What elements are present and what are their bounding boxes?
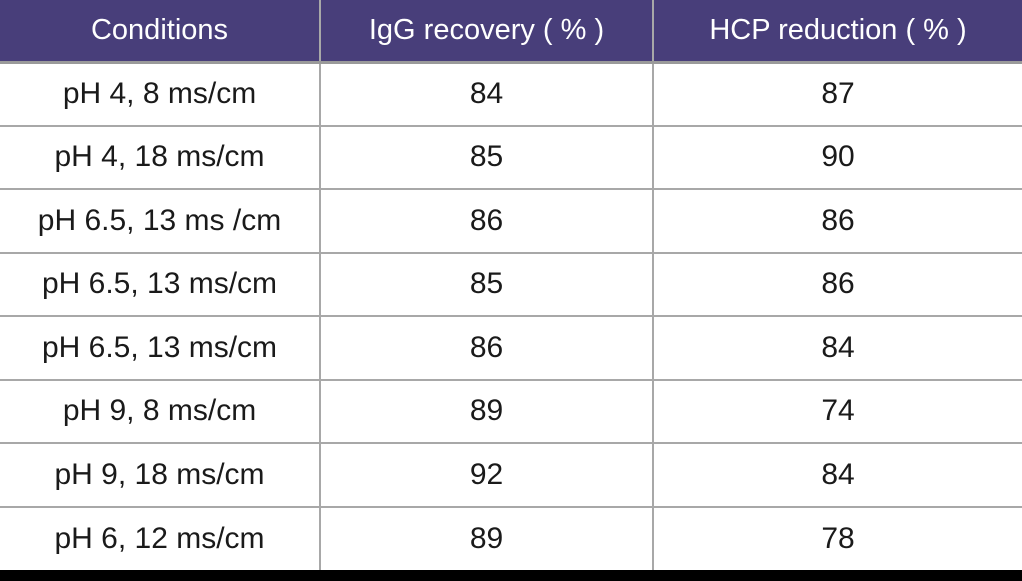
table-row: pH 6.5, 13 ms/cm 85 86 xyxy=(0,251,1022,316)
hcp-reduction-cell: 86 xyxy=(652,251,1022,316)
condition-cell: pH 9, 18 ms/cm xyxy=(0,442,320,507)
condition-cell: pH 4, 18 ms/cm xyxy=(0,124,320,189)
bottom-bar xyxy=(0,570,1022,581)
condition-cell: pH 6.5, 13 ms/cm xyxy=(0,251,320,316)
table-row: pH 9, 8 ms/cm 89 74 xyxy=(0,378,1022,443)
igg-recovery-cell: 89 xyxy=(319,378,653,443)
condition-cell: pH 6, 12 ms/cm xyxy=(0,505,320,570)
hcp-reduction-cell: 74 xyxy=(652,378,1022,443)
igg-recovery-cell: 89 xyxy=(319,505,653,570)
hcp-reduction-cell: 84 xyxy=(652,315,1022,380)
igg-recovery-cell: 86 xyxy=(319,188,653,253)
hcp-reduction-cell: 90 xyxy=(652,124,1022,189)
igg-recovery-cell: 85 xyxy=(319,251,653,316)
table-row: pH 9, 18 ms/cm 92 84 xyxy=(0,442,1022,507)
header-row: Conditions IgG recovery ( % ) HCP reduct… xyxy=(0,0,1022,64)
column-header-igg-recovery: IgG recovery ( % ) xyxy=(319,0,653,64)
condition-cell: pH 9, 8 ms/cm xyxy=(0,378,320,443)
igg-recovery-cell: 86 xyxy=(319,315,653,380)
hcp-reduction-cell: 86 xyxy=(652,188,1022,253)
hcp-reduction-cell: 84 xyxy=(652,442,1022,507)
column-header-hcp-reduction: HCP reduction ( % ) xyxy=(652,0,1022,64)
hcp-reduction-cell: 87 xyxy=(652,62,1022,126)
table-row: pH 6, 12 ms/cm 89 78 xyxy=(0,505,1022,570)
table-row: pH 4, 18 ms/cm 85 90 xyxy=(0,124,1022,189)
table-row: pH 4, 8 ms/cm 84 87 xyxy=(0,62,1022,126)
column-header-conditions: Conditions xyxy=(0,0,320,64)
table-row: pH 6.5, 13 ms/cm 86 84 xyxy=(0,315,1022,380)
igg-recovery-cell: 85 xyxy=(319,124,653,189)
table-body: pH 4, 8 ms/cm 84 87 pH 4, 18 ms/cm 85 90… xyxy=(0,62,1022,570)
igg-recovery-cell: 92 xyxy=(319,442,653,507)
condition-cell: pH 4, 8 ms/cm xyxy=(0,62,320,126)
igg-recovery-cell: 84 xyxy=(319,62,653,126)
table-header: Conditions IgG recovery ( % ) HCP reduct… xyxy=(0,0,1022,64)
condition-cell: pH 6.5, 13 ms/cm xyxy=(0,315,320,380)
condition-cell: pH 6.5, 13 ms /cm xyxy=(0,188,320,253)
hcp-reduction-cell: 78 xyxy=(652,505,1022,570)
table-row: pH 6.5, 13 ms /cm 86 86 xyxy=(0,188,1022,253)
